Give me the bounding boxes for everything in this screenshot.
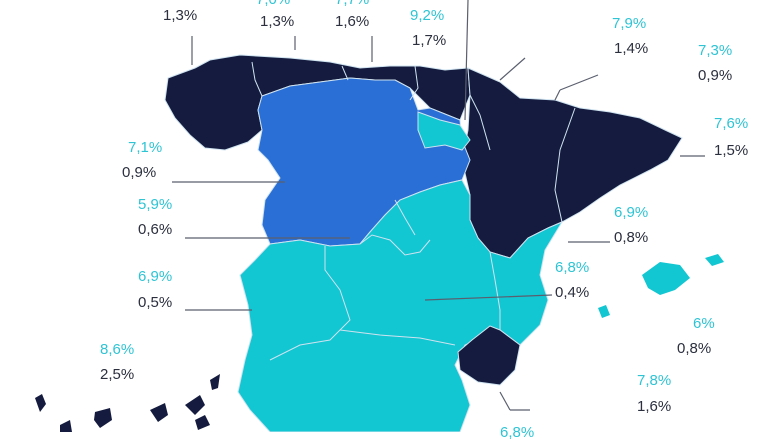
region-baleares-mallorca — [642, 262, 690, 295]
label-navarra-cyan: 7,9% — [612, 15, 647, 32]
label-extremadura-cyan: 6,9% — [138, 268, 173, 285]
label-paisvasco-value: 1,7% — [412, 32, 447, 49]
label-cataluna-value: 1,5% — [714, 142, 749, 159]
label-aragon-value: 0,9% — [698, 67, 733, 84]
label-baleares-cyan: 6% — [693, 315, 715, 332]
label-castillaleon-cyan: 7,1% — [128, 139, 163, 156]
label-navarra-value: 1,4% — [614, 40, 649, 57]
label-asturias-value: 1,3% — [260, 13, 295, 30]
region-baleares-ibiza — [598, 305, 610, 318]
label-castillaleon-value: 0,9% — [122, 164, 157, 181]
label-castillamancha-value: 0,4% — [555, 284, 590, 301]
region-canarias — [35, 374, 220, 432]
region-la-rioja — [417, 111, 471, 151]
internal-borders — [251, 61, 576, 361]
region-baleares-menorca — [705, 254, 724, 266]
label-aragon-cyan: 7,3% — [698, 42, 733, 59]
label-valencia-cyan: 6,9% — [614, 204, 649, 221]
label-cataluna-cyan: 7,6% — [714, 115, 749, 132]
label-canarias-cyan: 8,6% — [100, 341, 135, 358]
leader-lines — [172, 0, 705, 411]
label-murcia-cyan: 7,8% — [637, 372, 672, 389]
label-cantabria-value: 1,6% — [335, 13, 370, 30]
region-north-east — [461, 67, 683, 259]
label-madrid-cyan: 5,9% — [138, 196, 173, 213]
label-andalucia-cyan: 6,8% — [500, 424, 535, 441]
label-madrid-value: 0,6% — [138, 221, 173, 238]
spain-regional-map: 1,3% 7,0% 1,3% 7,7% 1,6% 9,2% 1,7% 7,9% … — [35, 0, 749, 441]
label-extremadura-value: 0,5% — [138, 294, 173, 311]
region-south — [237, 179, 564, 432]
label-valencia-value: 0,8% — [614, 229, 649, 246]
label-paisvasco-cyan: 9,2% — [410, 7, 445, 24]
region-murcia — [457, 325, 521, 386]
label-canarias-value: 2,5% — [100, 366, 135, 383]
label-galicia-value: 1,3% — [163, 7, 198, 24]
label-murcia-value: 1,6% — [637, 398, 672, 415]
map-canvas — [35, 0, 724, 432]
label-baleares-value: 0,8% — [677, 340, 712, 357]
label-castillamancha-cyan: 6,8% — [555, 259, 590, 276]
label-cantabria-cyan: 7,7% — [335, 0, 369, 8]
label-asturias-cyan: 7,0% — [256, 0, 290, 8]
